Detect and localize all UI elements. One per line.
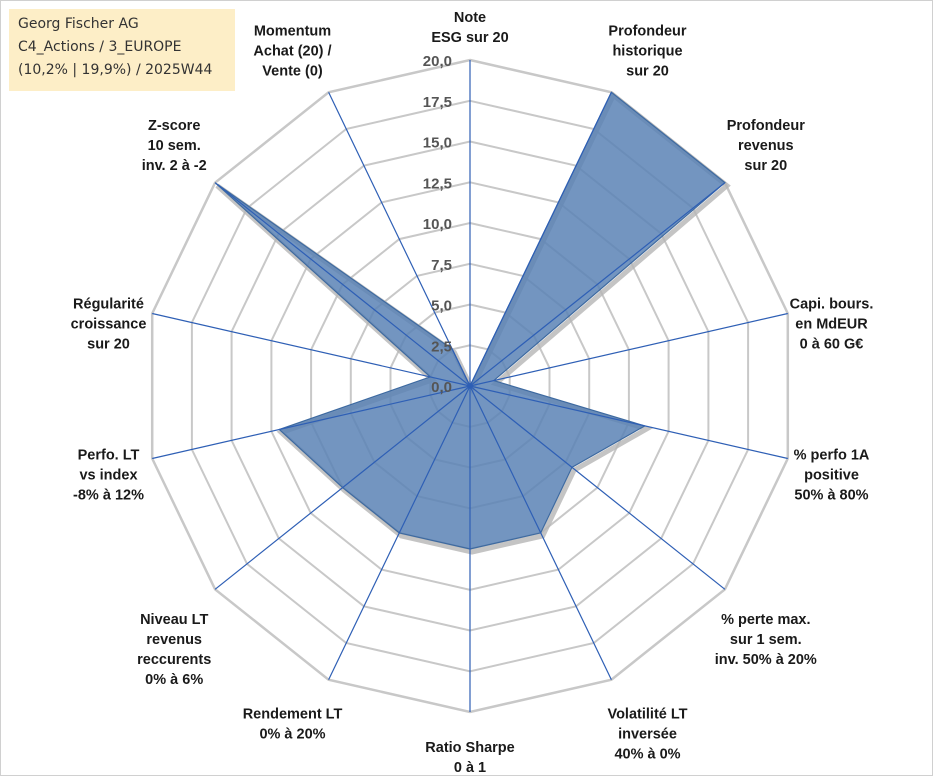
axis-label: Capi. bours. en MdEUR 0 à 60 G€ (790, 296, 874, 352)
stats-period: (10,2% | 19,9%) / 2025W44 (18, 62, 213, 78)
axis-label-line: -8% à 12% (73, 488, 144, 504)
axis-label-line: ESG sur 20 (431, 30, 508, 46)
axis-label-line: Volatilité LT (607, 706, 687, 722)
tick-label: 10,0 (423, 216, 452, 233)
tick-label: 0,0 (431, 379, 452, 396)
axis-label-line: Vente (0) (262, 64, 323, 80)
axis-label-line: % perte max. (721, 612, 810, 628)
axis-label-line: Achat (20) / (253, 44, 331, 60)
axis-label-line: Régularité (73, 296, 144, 312)
tick-label: 2,5 (431, 338, 452, 355)
tick-label: 5,0 (431, 298, 452, 315)
axis-label-line: Z-score (148, 118, 200, 134)
axis-label: Ratio Sharpe 0 à 1 (425, 740, 514, 776)
axis-label-line: vs index (79, 468, 137, 484)
axis-spoke (328, 385, 471, 680)
axis-label-line: revenus (146, 632, 202, 648)
axis-label-line: inv. 50% à 20% (715, 652, 817, 668)
axis-label-line: 50% à 80% (794, 488, 868, 504)
axis-label-line: revenus (738, 138, 794, 154)
axis-label-line: historique (612, 44, 682, 60)
axis-label-line: Profondeur (727, 118, 805, 134)
axis-label: Z-score 10 sem. inv. 2 à -2 (142, 118, 207, 174)
axis-label: % perfo 1A positive 50% à 80% (794, 448, 870, 504)
axis-label-line: Capi. bours. (790, 296, 874, 312)
axis-label: Profondeur historique sur 20 (608, 24, 686, 80)
axis-label-line: positive (804, 468, 859, 484)
axis-label-line: reccurents (137, 652, 211, 668)
axis-spoke (469, 182, 726, 387)
axis-label-line: 0 à 1 (454, 760, 486, 776)
axis-spoke (469, 385, 612, 680)
axis-label: Rendement LT 0% à 20% (243, 706, 343, 742)
tick-label: 15,0 (423, 135, 452, 152)
axis-label-line: sur 20 (626, 64, 669, 80)
axis-label: Momentum Achat (20) / Vente (0) (253, 24, 331, 80)
axis-spoke (214, 385, 471, 590)
axis-label: Note ESG sur 20 (431, 10, 508, 46)
axis-label-line: Niveau LT (140, 612, 208, 628)
axis-label-line: Perfo. LT (78, 448, 140, 464)
axis-label-line: croissance (71, 316, 147, 332)
axis-label-line: 10 sem. (148, 138, 201, 154)
axis-label-line: Rendement LT (243, 706, 343, 722)
axis-label: Niveau LT revenus reccurents 0% à 6% (137, 612, 211, 688)
axis-label-line: inversée (618, 726, 677, 742)
axis-label: Profondeur revenus sur 20 (727, 118, 805, 174)
axis-spoke (328, 92, 471, 387)
axis-spoke (152, 312, 471, 387)
axis-label: Régularité croissance sur 20 (71, 296, 147, 352)
axis-label-line: 0% à 6% (145, 672, 203, 688)
axis-label-line: sur 20 (87, 336, 130, 352)
axis-label-line: % perfo 1A (794, 448, 870, 464)
company-name: Georg Fischer AG (18, 16, 139, 32)
axis-label: Volatilité LT inversée 40% à 0% (607, 706, 687, 762)
axis-label-line: sur 20 (744, 158, 787, 174)
axis-spoke (469, 385, 726, 590)
axis-spoke (214, 182, 471, 387)
axis-label-line: 0% à 20% (259, 726, 325, 742)
axis-label-line: 0 à 60 G€ (800, 336, 864, 352)
axis-label-line: en MdEUR (795, 316, 868, 332)
axis-label-line: inv. 2 à -2 (142, 158, 207, 174)
axis-label: Perfo. LT vs index -8% à 12% (73, 448, 144, 504)
tick-label: 20,0 (423, 53, 452, 70)
axis-label-line: sur 1 sem. (730, 632, 802, 648)
axis-spoke (152, 385, 471, 460)
axis-label-line: Note (454, 10, 486, 26)
axis-spoke (469, 312, 788, 387)
tick-label: 17,5 (423, 94, 452, 111)
axis-spoke (469, 92, 612, 387)
info-box: Georg Fischer AG C4_Actions / 3_EUROPE (… (9, 9, 235, 91)
axis-spoke (469, 385, 788, 460)
tick-label: 7,5 (431, 257, 452, 274)
portfolio-category: C4_Actions / 3_EUROPE (18, 39, 182, 55)
axis-label-line: Ratio Sharpe (425, 740, 514, 756)
axis-label-line: Profondeur (608, 24, 686, 40)
axis-label-line: 40% à 0% (614, 746, 680, 762)
tick-label: 12,5 (423, 175, 452, 192)
axis-label-line: Momentum (254, 24, 331, 40)
data-series-shadow (215, 91, 731, 555)
axis-label: % perte max. sur 1 sem. inv. 50% à 20% (715, 612, 817, 668)
